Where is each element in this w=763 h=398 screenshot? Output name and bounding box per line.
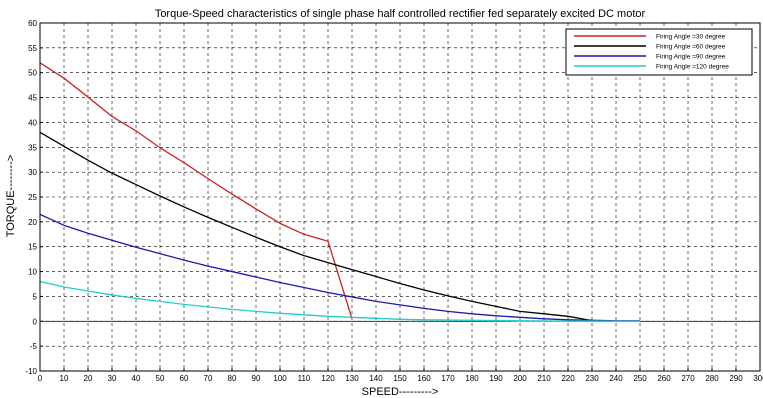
x-tick-label: 130 <box>345 374 359 383</box>
x-tick-label: 150 <box>393 374 407 383</box>
x-tick-label: 260 <box>657 374 671 383</box>
series-line-1 <box>39 62 353 319</box>
x-tick-label: 270 <box>681 374 695 383</box>
x-tick-label: 40 <box>132 374 141 383</box>
x-tick-label: 80 <box>228 374 237 383</box>
legend-label-3: Firing Angle =90 degree <box>656 54 726 61</box>
y-tick-label: 0 <box>33 317 38 326</box>
x-tick-label: 290 <box>729 374 743 383</box>
x-tick-label: 170 <box>441 374 455 383</box>
y-tick-label: 60 <box>28 19 37 28</box>
x-tick-label: 140 <box>369 374 383 383</box>
y-tick-label: 45 <box>28 94 37 103</box>
x-tick-label: 210 <box>537 374 551 383</box>
legend-items: Firing Angle =30 degree Firing Angle =60 … <box>574 34 729 71</box>
x-tick-label: 100 <box>273 374 287 383</box>
y-axis-label: TORQUE--------> <box>5 155 17 238</box>
y-tick-label: 55 <box>28 44 37 53</box>
x-tick-label: 230 <box>585 374 599 383</box>
y-tick-label: 40 <box>28 118 37 127</box>
series-line-4 <box>39 280 641 322</box>
x-tick-label: 180 <box>465 374 479 383</box>
axis-ticks: 0 10 20 30 40 50 60 70 80 90 100 110 120 130 140 150 160… <box>25 19 763 383</box>
y-tick-label: 10 <box>28 268 37 277</box>
x-tick-label: 200 <box>513 374 527 383</box>
x-tick-label: 300 <box>753 374 763 383</box>
y-tick-label: 20 <box>28 218 37 227</box>
y-tick-label: 15 <box>28 243 37 252</box>
x-tick-label: 60 <box>180 374 189 383</box>
x-tick-label: 20 <box>84 374 93 383</box>
series-line-2 <box>39 131 593 321</box>
x-tick-label: 250 <box>633 374 647 383</box>
x-axis-label: SPEED---------> <box>362 386 439 398</box>
x-tick-label: 280 <box>705 374 719 383</box>
x-tick-label: 50 <box>156 374 165 383</box>
legend: Firing Angle =30 degree Firing Angle =60 … <box>565 28 753 76</box>
x-tick-label: 0 <box>38 374 43 383</box>
grid <box>40 23 760 371</box>
x-tick-label: 30 <box>108 374 117 383</box>
y-tick-label: 5 <box>33 292 38 301</box>
legend-label-4: Firing Angle =120 degree <box>656 64 729 71</box>
chart-title: Torque-Speed characteristics of single p… <box>155 8 646 20</box>
series-line-3 <box>39 213 640 322</box>
y-tick-label: 30 <box>28 168 37 177</box>
legend-label-2: Firing Angle =60 degree <box>656 44 726 51</box>
legend-label-1: Firing Angle =30 degree <box>656 34 726 41</box>
y-tick-label: -10 <box>25 367 37 376</box>
y-tick-label: 50 <box>28 69 37 78</box>
x-tick-label: 120 <box>321 374 335 383</box>
x-tick-label: 190 <box>489 374 503 383</box>
x-tick-label: 10 <box>60 374 69 383</box>
x-tick-label: 220 <box>561 374 575 383</box>
x-tick-label: 90 <box>252 374 261 383</box>
y-tick-label: 25 <box>28 193 37 202</box>
x-tick-label: 70 <box>204 374 213 383</box>
x-tick-label: 160 <box>417 374 431 383</box>
x-tick-label: 110 <box>298 374 311 383</box>
y-tick-label: -5 <box>30 342 38 351</box>
series-layer <box>39 62 760 322</box>
y-tick-label: 35 <box>28 143 37 152</box>
x-tick-label: 240 <box>609 374 623 383</box>
